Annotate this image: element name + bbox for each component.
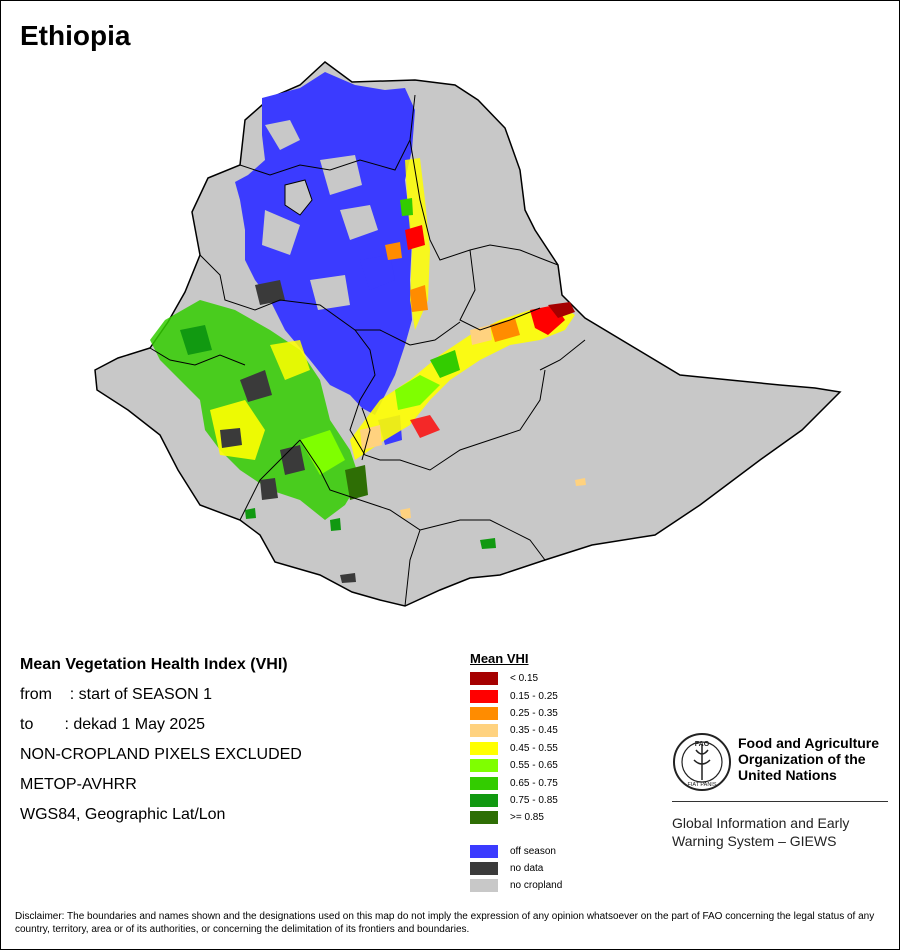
legend-class-swatch — [470, 759, 498, 773]
legend-classes: < 0.15 0.15 - 0.25 0.25 - 0.35 0.35 - 0.45 0… — [470, 670, 562, 827]
legend-title: Mean VHI — [470, 651, 529, 666]
map-info-block: Mean Vegetation Health Index (VHI) from … — [20, 655, 302, 835]
index-heading: Mean Vegetation Health Index (VHI) — [20, 656, 288, 673]
legend-special-swatch — [470, 879, 498, 893]
legend-special-row: off season — [470, 843, 562, 860]
vhi-patches — [150, 158, 586, 583]
fao-divider — [672, 801, 888, 802]
legend-class-swatch — [470, 689, 498, 703]
fao-logo-motto: FIAT PANIS — [687, 782, 716, 788]
legend-class-row: 0.65 - 0.75 — [470, 774, 562, 791]
legend-class-swatch — [470, 793, 498, 807]
fao-logo-icon: FAO FIAT PANIS — [673, 733, 731, 791]
legend-class-label: 0.25 - 0.35 — [510, 707, 558, 719]
legend-class-row: 0.55 - 0.65 — [470, 757, 562, 774]
legend-class-label: >= 0.85 — [510, 812, 544, 824]
fao-name-line-1: Food and Agriculture — [738, 735, 880, 751]
legend-class-label: 0.55 - 0.65 — [510, 760, 558, 772]
legend-class-label: 0.75 - 0.85 — [510, 794, 558, 806]
legend-class-label: < 0.15 — [510, 673, 539, 685]
map-legend: Mean VHI < 0.15 0.15 - 0.25 0.25 - 0.35 0.3… — [470, 651, 562, 895]
giews-name: Global Information and Early Warning Sys… — [672, 814, 892, 850]
projection-info: WGS84, Geographic Lat/Lon — [20, 806, 226, 823]
legend-class-row: 0.15 - 0.25 — [470, 687, 562, 704]
legend-class-swatch — [470, 706, 498, 720]
legend-class-row: 0.45 - 0.55 — [470, 740, 562, 757]
fao-name: Food and Agriculture Organization of the… — [738, 735, 898, 783]
legend-class-row: >= 0.85 — [470, 809, 562, 826]
legend-class-row: 0.75 - 0.85 — [470, 792, 562, 809]
fao-name-line-3: United Nations — [738, 767, 837, 783]
sensor-name: METOP-AVHRR — [20, 776, 137, 793]
legend-special-label: no data — [510, 863, 544, 875]
fao-name-line-2: Organization of the — [738, 751, 866, 767]
disclaimer: Disclaimer: The boundaries and names sho… — [15, 911, 875, 935]
legend-special-row: no cropland — [470, 877, 562, 894]
legend-class-label: 0.65 - 0.75 — [510, 777, 558, 789]
period-to: to : dekad 1 May 2025 — [20, 716, 205, 733]
legend-class-label: 0.15 - 0.25 — [510, 690, 558, 702]
giews-line-1: Global Information and Early — [672, 815, 850, 831]
legend-class-label: 0.35 - 0.45 — [510, 725, 558, 737]
exclusion-note: NON-CROPLAND PIXELS EXCLUDED — [20, 746, 302, 763]
legend-special-swatch — [470, 844, 498, 858]
legend-class-row: < 0.15 — [470, 670, 562, 687]
legend-special: off season no data no cropland — [470, 843, 562, 895]
fao-logo-text: FAO — [695, 741, 710, 748]
region-borders — [149, 94, 586, 607]
legend-class-swatch — [470, 741, 498, 755]
legend-special-label: off season — [510, 845, 556, 857]
legend-class-row: 0.35 - 0.45 — [470, 722, 562, 739]
legend-class-swatch — [470, 724, 498, 738]
ethiopia-map — [94, 61, 842, 607]
legend-special-row: no data — [470, 860, 562, 877]
map-title: Ethiopia — [20, 20, 131, 51]
period-from: from : start of SEASON 1 — [20, 686, 213, 703]
legend-class-swatch — [470, 811, 498, 825]
legend-class-swatch — [470, 672, 498, 686]
legend-class-label: 0.45 - 0.55 — [510, 742, 558, 754]
no-cropland-patches — [262, 120, 378, 310]
legend-special-label: no cropland — [510, 880, 563, 892]
legend-class-swatch — [470, 776, 498, 790]
legend-special-swatch — [470, 862, 498, 876]
giews-line-2: Warning System – GIEWS — [672, 833, 837, 849]
legend-class-row: 0.25 - 0.35 — [470, 705, 562, 722]
